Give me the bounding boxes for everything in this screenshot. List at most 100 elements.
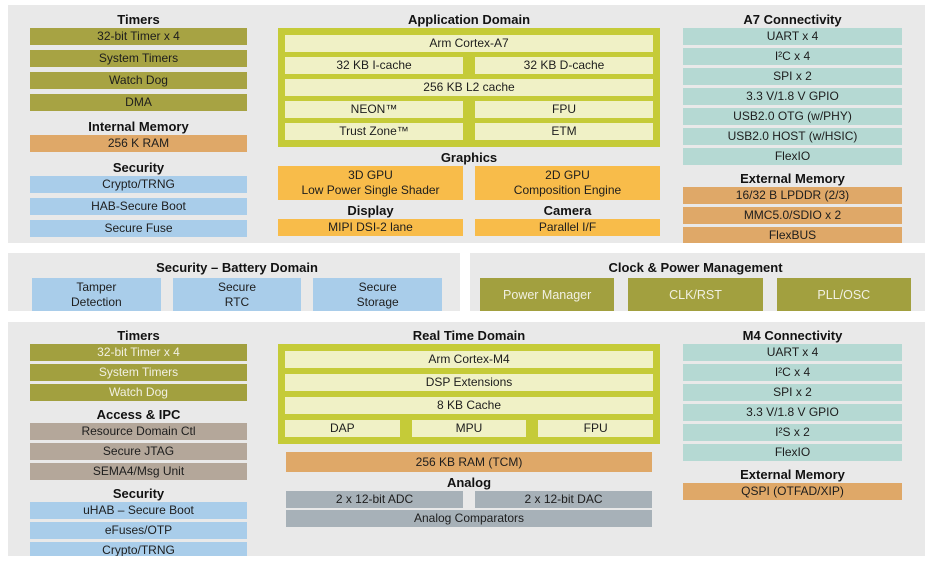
block-3d-gpu: 3D GPU Low Power Single Shader xyxy=(278,166,463,200)
block-hab-secure-boot: HAB-Secure Boot xyxy=(30,198,247,215)
block-system-timers-m4: System Timers xyxy=(30,364,247,381)
block-32kb-icache: 32 KB I-cache xyxy=(285,57,463,74)
block-uhab-secure-boot: uHAB – Secure Boot xyxy=(30,502,247,519)
block-gpio-a7: 3.3 V/1.8 V GPIO xyxy=(683,88,902,105)
block-neon: NEON™ xyxy=(285,101,463,118)
cache-row: 32 KB I-cache 32 KB D-cache xyxy=(285,57,653,74)
block-32kb-dcache: 32 KB D-cache xyxy=(475,57,653,74)
block-fpu-m4: FPU xyxy=(538,420,654,437)
block-dsp-extensions: DSP Extensions xyxy=(285,374,653,391)
clock-power-panel: Clock & Power Management Power Manager C… xyxy=(470,253,925,311)
tamper-line2: Detection xyxy=(70,295,122,309)
section-title-clock-power: Clock & Power Management xyxy=(608,260,783,275)
section-title-battery-domain: Security – Battery Domain xyxy=(156,260,318,275)
battery-domain-row: Tamper Detection Secure RTC Secure Stora… xyxy=(32,278,443,311)
block-spi-a7: SPI x 2 xyxy=(683,68,902,85)
neon-fpu-row: NEON™ FPU xyxy=(285,101,653,118)
battery-domain-panel: Security – Battery Domain Tamper Detecti… xyxy=(8,253,460,311)
section-title-camera: Camera xyxy=(543,203,592,218)
section-title-graphics: Graphics xyxy=(440,150,498,165)
m4-right-column: M4 Connectivity UART x 4 I²C x 4 SPI x 2… xyxy=(683,325,902,556)
block-256k-ram: 256 K RAM xyxy=(30,135,247,152)
a7-left-column: Timers 32-bit Timer x 4 System Timers Wa… xyxy=(30,9,247,243)
clock-power-row: Power Manager CLK/RST PLL/OSC xyxy=(480,278,911,311)
section-title-external-memory-a7: External Memory xyxy=(740,171,845,186)
block-flexio-m4: FlexIO xyxy=(683,444,902,461)
section-title-external-memory-m4: External Memory xyxy=(740,467,845,482)
block-8kb-cache: 8 KB Cache xyxy=(285,397,653,414)
block-flexbus: FlexBUS xyxy=(683,227,902,243)
block-adc: 2 x 12-bit ADC xyxy=(286,491,463,508)
block-32bit-timer-m4: 32-bit Timer x 4 xyxy=(30,344,247,361)
block-crypto-trng-a7: Crypto/TRNG xyxy=(30,176,247,193)
rtc-line1: Secure xyxy=(217,280,257,294)
block-resource-domain-ctl: Resource Domain Ctl xyxy=(30,423,247,440)
block-32bit-timer-a7: 32-bit Timer x 4 xyxy=(30,28,247,45)
block-flexio-a7: FlexIO xyxy=(683,148,902,165)
application-domain-panel: Timers 32-bit Timer x 4 System Timers Wa… xyxy=(8,5,925,243)
section-title-security-a7: Security xyxy=(112,160,165,175)
section-title-a7-connectivity: A7 Connectivity xyxy=(743,12,842,27)
display-camera-row: MIPI DSI-2 lane Parallel I/F xyxy=(278,219,660,236)
section-title-analog: Analog xyxy=(446,475,492,490)
block-i2s-m4: I²S x 2 xyxy=(683,424,902,441)
display-camera-title-row: Display Camera xyxy=(278,200,660,219)
block-gpio-m4: 3.3 V/1.8 V GPIO xyxy=(683,404,902,421)
block-arm-cortex-m4: Arm Cortex-M4 xyxy=(285,351,653,368)
section-title-display: Display xyxy=(347,203,394,218)
block-secure-jtag: Secure JTAG xyxy=(30,443,247,460)
a7-right-column: A7 Connectivity UART x 4 I²C x 4 SPI x 2… xyxy=(683,9,902,243)
block-lpddr: 16/32 B LPDDR (2/3) xyxy=(683,187,902,204)
tamper-line1: Tamper xyxy=(76,280,117,294)
block-system-timers-a7: System Timers xyxy=(30,50,247,67)
block-secure-fuse: Secure Fuse xyxy=(30,220,247,237)
block-parallel-if: Parallel I/F xyxy=(475,219,660,236)
block-etm: ETM xyxy=(475,123,653,140)
block-2d-gpu: 2D GPU Composition Engine xyxy=(475,166,660,200)
m4-left-column: Timers 32-bit Timer x 4 System Timers Wa… xyxy=(30,325,247,556)
block-power-manager: Power Manager xyxy=(480,278,615,311)
section-title-timers-a7: Timers xyxy=(117,12,160,27)
block-usb-host: USB2.0 HOST (w/HSIC) xyxy=(683,128,902,145)
block-mpu: MPU xyxy=(411,420,527,437)
block-mmc-sdio: MMC5.0/SDIO x 2 xyxy=(683,207,902,224)
block-dma: DMA xyxy=(30,94,247,111)
rtc-line2: RTC xyxy=(224,295,250,309)
block-secure-rtc: Secure RTC xyxy=(172,278,302,311)
block-pll-osc: PLL/OSC xyxy=(776,278,911,311)
block-mipi-dsi: MIPI DSI-2 lane xyxy=(278,219,463,236)
block-sema4-msg-unit: SEMA4/Msg Unit xyxy=(30,463,247,480)
gpu-row: 3D GPU Low Power Single Shader 2D GPU Co… xyxy=(278,166,660,200)
dap-mpu-fpu-row: DAP MPU FPU xyxy=(285,420,654,437)
section-title-real-time-domain: Real Time Domain xyxy=(412,328,526,343)
gpu2d-line1: 2D GPU xyxy=(545,168,590,182)
block-256kb-l2-cache: 256 KB L2 cache xyxy=(285,79,653,96)
block-uart-a7: UART x 4 xyxy=(683,28,902,45)
block-i2c-a7: I²C x 4 xyxy=(683,48,902,65)
section-title-m4-connectivity: M4 Connectivity xyxy=(742,328,843,343)
m4-center-column: Real Time Domain Arm Cortex-M4 DSP Exten… xyxy=(278,325,660,556)
block-spi-m4: SPI x 2 xyxy=(683,384,902,401)
block-arm-cortex-a7: Arm Cortex-A7 xyxy=(285,35,653,52)
trustzone-etm-row: Trust Zone™ ETM xyxy=(285,123,653,140)
block-analog-comparators: Analog Comparators xyxy=(286,510,652,527)
block-crypto-trng-m4: Crypto/TRNG xyxy=(30,542,247,556)
section-title-internal-memory: Internal Memory xyxy=(88,119,189,134)
block-dap: DAP xyxy=(285,420,400,437)
real-time-domain-panel: Timers 32-bit Timer x 4 System Timers Wa… xyxy=(8,322,925,556)
a7-center-column: Application Domain Arm Cortex-A7 32 KB I… xyxy=(278,9,660,243)
block-efuses-otp: eFuses/OTP xyxy=(30,522,247,539)
block-qspi: QSPI (OTFAD/XIP) xyxy=(683,483,902,500)
gpu3d-line1: 3D GPU xyxy=(348,168,393,182)
block-i2c-m4: I²C x 4 xyxy=(683,364,902,381)
block-watch-dog-a7: Watch Dog xyxy=(30,72,247,89)
section-title-security-m4: Security xyxy=(112,486,165,501)
block-watch-dog-m4: Watch Dog xyxy=(30,384,247,401)
block-trust-zone: Trust Zone™ xyxy=(285,123,463,140)
section-title-timers-m4: Timers xyxy=(117,328,160,343)
block-uart-m4: UART x 4 xyxy=(683,344,902,361)
storage-line1: Secure xyxy=(358,280,397,294)
block-clk-rst: CLK/RST xyxy=(628,278,763,311)
storage-line2: Storage xyxy=(356,295,399,309)
